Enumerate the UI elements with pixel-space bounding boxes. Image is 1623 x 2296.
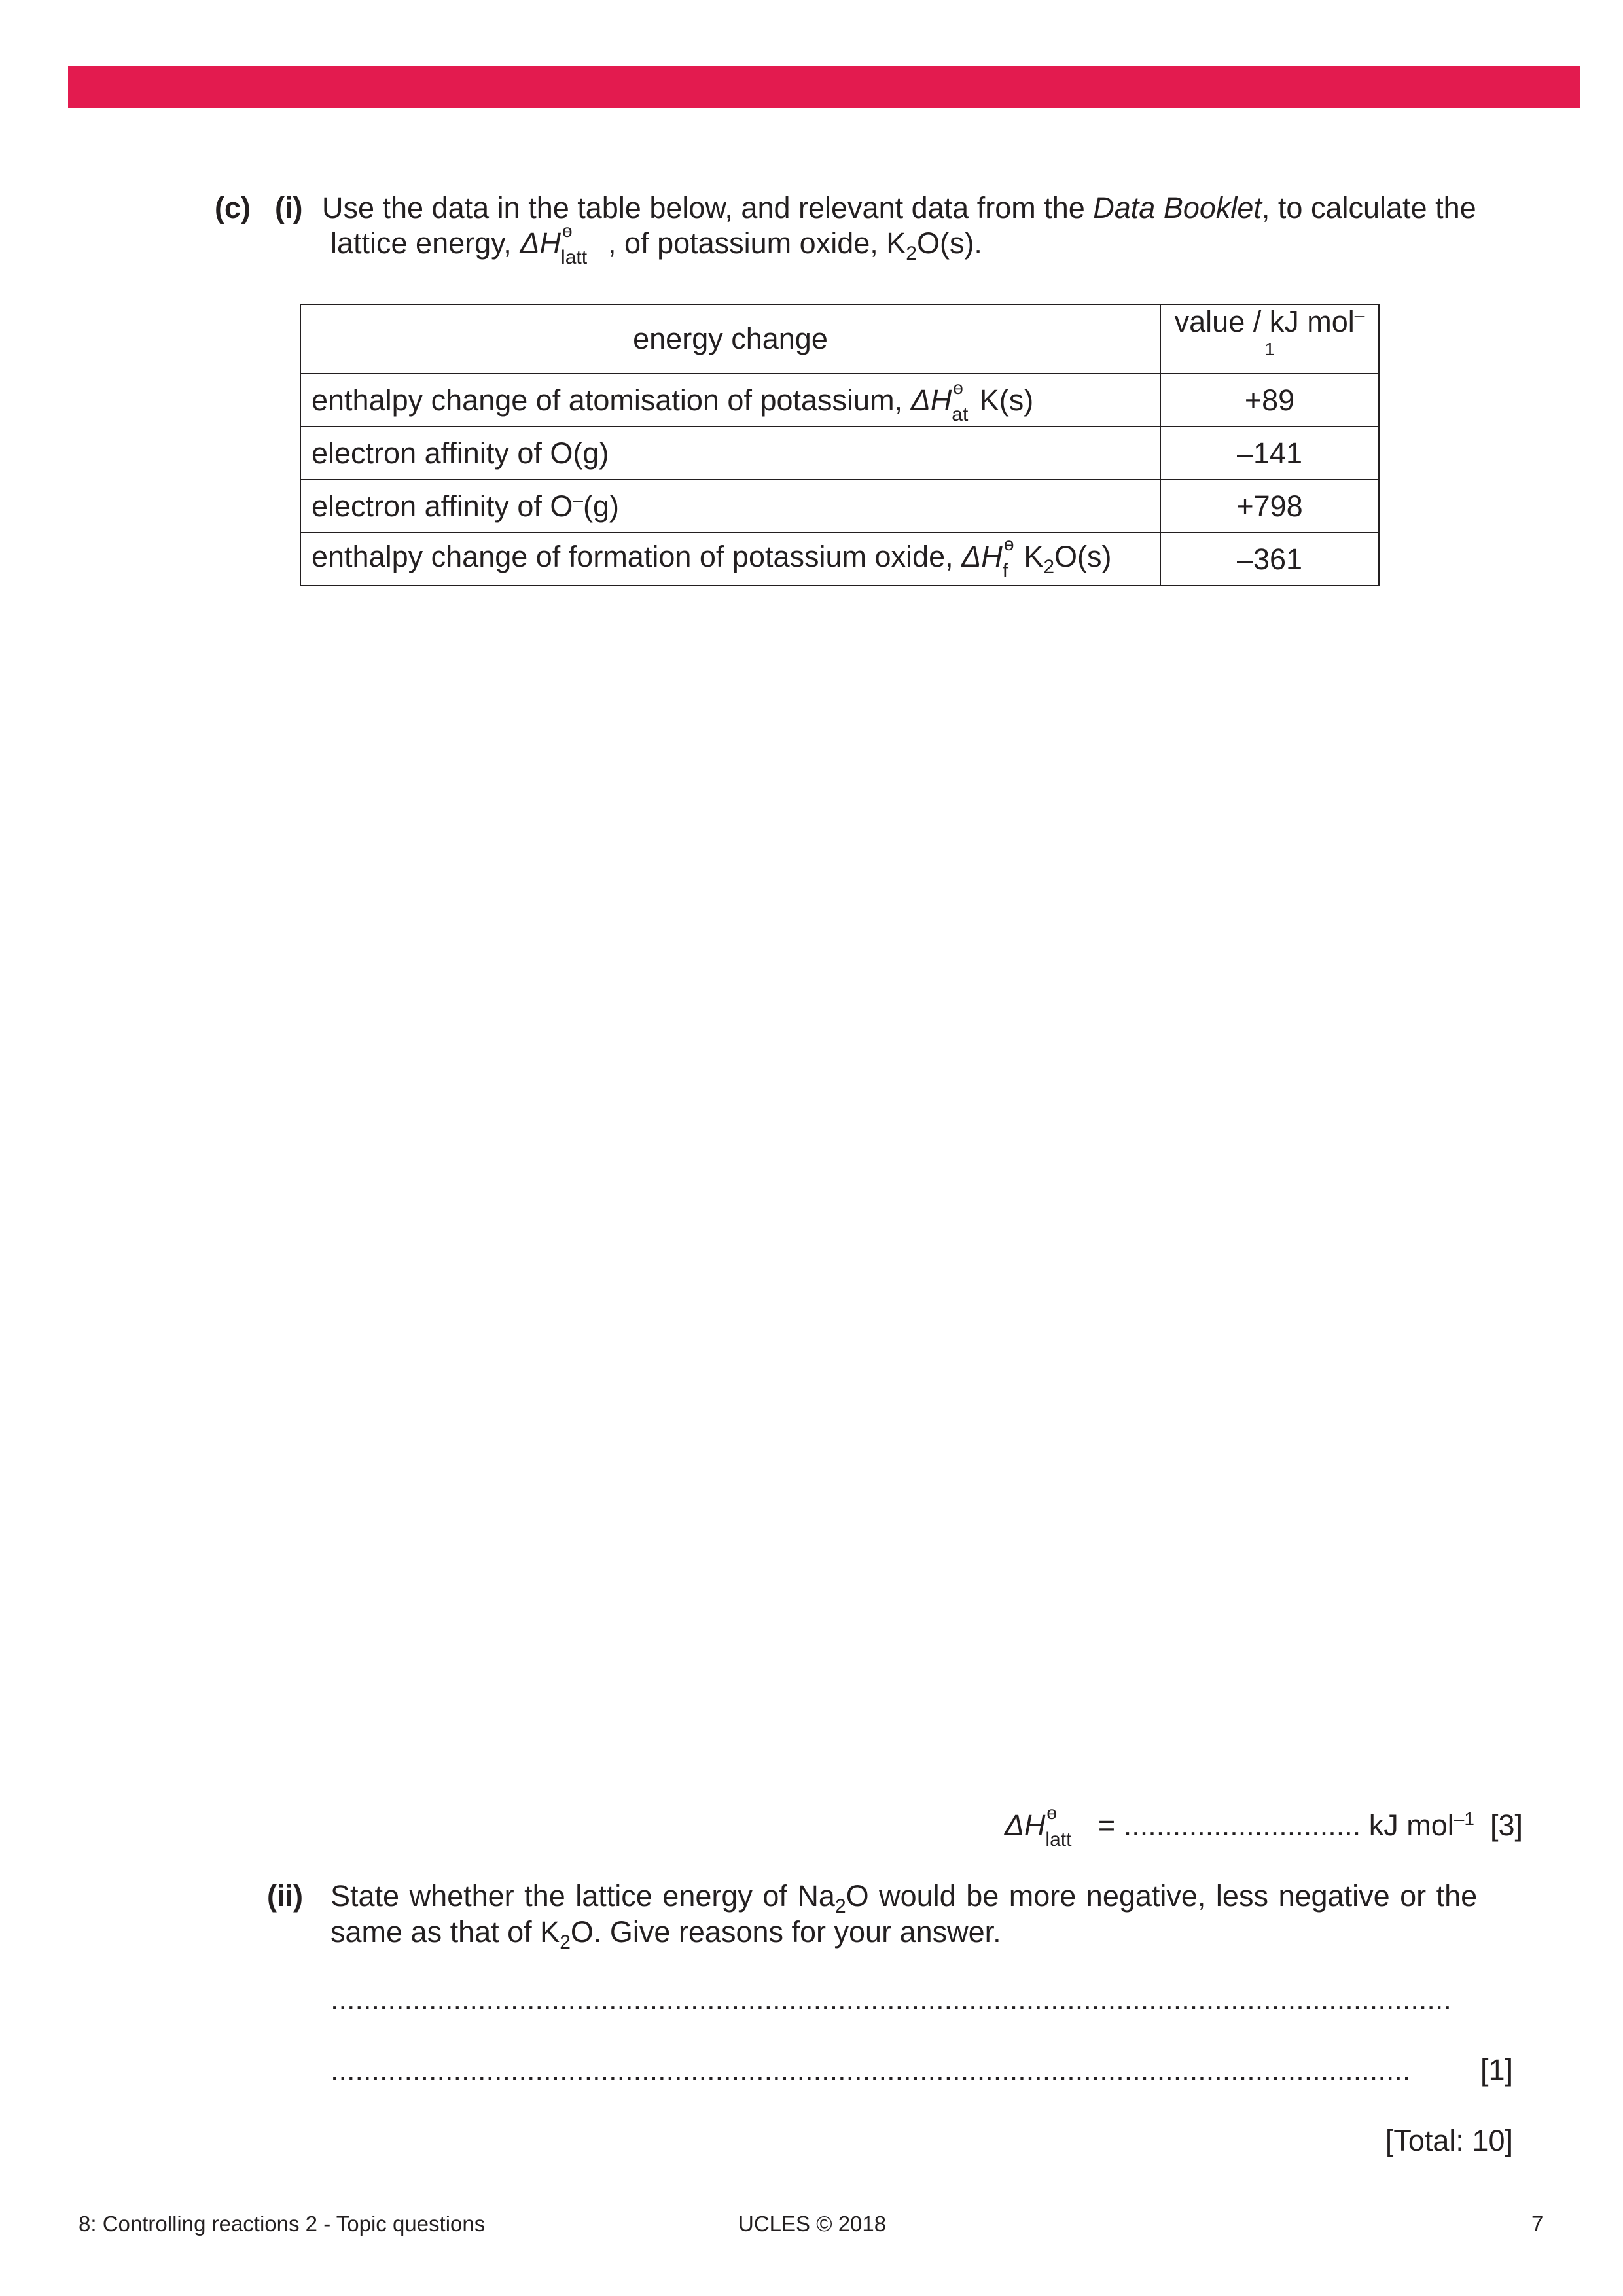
text: , to calculate the: [1261, 191, 1476, 224]
total-marks: [Total: 10]: [1385, 2124, 1513, 2157]
row-value: +798: [1160, 479, 1380, 533]
subscript: latt: [561, 247, 588, 268]
delta-symbol: ΔH: [520, 226, 562, 260]
row-label: electron affinity of O–(g): [300, 479, 1161, 533]
header-energy-change: energy change: [300, 304, 1161, 374]
table-row: electron affinity of O(g) –141: [300, 426, 1380, 480]
superscript: –1: [1264, 305, 1365, 359]
table-header-row: energy change value / kJ mol–1: [300, 304, 1380, 374]
subscript: 2: [906, 243, 917, 264]
table-row: enthalpy change of atomisation of potass…: [300, 373, 1380, 427]
answer-blank: = ............................. kJ mol: [1090, 1809, 1454, 1842]
question-line-2: lattice energy, ΔH ө latt , of potassium ox…: [330, 221, 982, 268]
delta-symbol: ΔH: [1004, 1809, 1046, 1842]
text: same as that of K: [330, 1915, 560, 1949]
marks: [3]: [1489, 1809, 1523, 1842]
subscript: 2: [1043, 556, 1055, 578]
superscript: –1: [1454, 1809, 1474, 1829]
part-ii-line-2: same as that of K2O. Give reasons for yo…: [330, 1915, 1001, 1954]
answer-line-1[interactable]: ........................................…: [330, 1983, 1452, 2016]
text: O would be more negative, less negative …: [846, 1879, 1478, 1913]
subscript: 2: [560, 1932, 571, 1953]
standard-symbol: ө: [953, 377, 963, 398]
subscript: at: [952, 403, 969, 425]
subscript: 2: [834, 1896, 846, 1917]
row-value: –141: [1160, 426, 1380, 480]
footer-copyright: UCLES © 2018: [738, 2212, 887, 2236]
superscript: –: [573, 489, 583, 510]
header-bar: [68, 66, 1580, 108]
standard-symbol: ө: [1003, 534, 1014, 554]
lattice-energy-answer-line[interactable]: ΔH ө latt = ............................. …: [1004, 1803, 1523, 1850]
text: State whether the lattice energy of Na: [330, 1879, 835, 1913]
text: , of potassium oxide, K: [608, 226, 906, 260]
answer-line-2[interactable]: ........................................…: [330, 2053, 1411, 2087]
text: enthalpy change of formation of potassiu…: [312, 540, 962, 573]
row-label: enthalpy change of atomisation of potass…: [300, 373, 1161, 427]
data-booklet-ref: Data Booklet: [1093, 191, 1262, 224]
subscript: latt: [1045, 1829, 1072, 1850]
question-label: (c): [215, 191, 251, 224]
text: lattice energy,: [330, 226, 520, 260]
part-ii-line-1: State whether the lattice energy of Na2O…: [330, 1879, 1477, 1918]
text: K: [1015, 540, 1044, 573]
row-value: +89: [1160, 373, 1380, 427]
text: electron affinity of O: [312, 489, 573, 523]
table-row: electron affinity of O–(g) +798: [300, 479, 1380, 533]
text: O(s).: [916, 226, 982, 260]
standard-symbol: ө: [1046, 1803, 1057, 1823]
table-row: enthalpy change of formation of potassiu…: [300, 532, 1380, 586]
standard-symbol: ө: [562, 221, 573, 241]
row-label: enthalpy change of formation of potassiu…: [300, 532, 1161, 586]
marks: [1]: [1480, 2053, 1513, 2087]
question-line-1: Use the data in the table below, and rel…: [322, 191, 1476, 225]
text: Use the data in the table below, and rel…: [322, 191, 1094, 224]
part-i-label: (i): [275, 191, 303, 224]
footer-title: 8: Controlling reactions 2 - Topic quest…: [79, 2212, 486, 2236]
text: O. Give reasons for your answer.: [570, 1915, 1001, 1949]
header-value: value / kJ mol–1: [1160, 304, 1380, 374]
text: O(s): [1054, 540, 1112, 573]
text: K(s): [971, 383, 1034, 417]
row-value: –361: [1160, 532, 1380, 586]
text: (g): [582, 489, 619, 523]
row-label: electron affinity of O(g): [300, 426, 1161, 480]
data-table: energy change value / kJ mol–1 enthalpy …: [300, 304, 1380, 586]
subscript: f: [1002, 560, 1008, 582]
text: value / kJ mol: [1174, 305, 1355, 338]
delta-symbol: ΔH: [910, 383, 952, 417]
text: enthalpy change of atomisation of potass…: [312, 383, 911, 417]
page-number: 7: [1531, 2212, 1544, 2236]
delta-symbol: ΔH: [961, 540, 1003, 573]
part-ii-label: (ii): [267, 1879, 303, 1913]
